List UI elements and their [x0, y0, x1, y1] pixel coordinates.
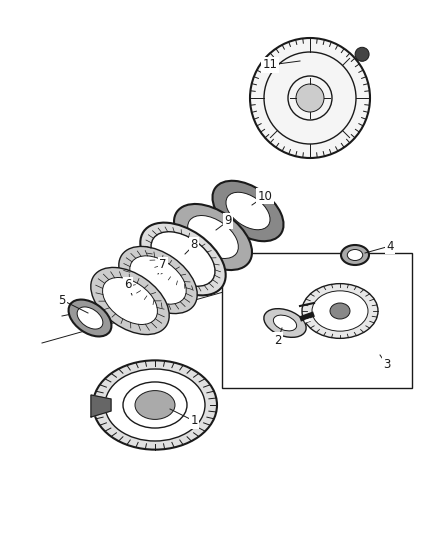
Ellipse shape	[77, 307, 103, 329]
Ellipse shape	[91, 268, 169, 335]
Text: 10: 10	[258, 190, 272, 203]
Text: 7: 7	[159, 259, 167, 271]
Circle shape	[250, 38, 370, 158]
Ellipse shape	[102, 278, 157, 325]
Text: 8: 8	[191, 238, 198, 252]
Ellipse shape	[273, 315, 297, 331]
Ellipse shape	[151, 232, 215, 286]
Text: 6: 6	[124, 279, 132, 292]
Ellipse shape	[135, 391, 175, 419]
Ellipse shape	[105, 369, 205, 441]
Ellipse shape	[302, 284, 378, 338]
Ellipse shape	[140, 223, 226, 295]
Text: 4: 4	[386, 239, 394, 253]
Ellipse shape	[93, 360, 217, 450]
Ellipse shape	[68, 300, 111, 336]
Ellipse shape	[187, 215, 238, 259]
Ellipse shape	[341, 245, 369, 265]
Ellipse shape	[347, 249, 363, 261]
Ellipse shape	[330, 303, 350, 319]
Ellipse shape	[130, 256, 186, 304]
Text: 3: 3	[383, 359, 391, 372]
Text: 1: 1	[190, 415, 198, 427]
Polygon shape	[91, 395, 111, 417]
Text: 11: 11	[262, 59, 278, 71]
Circle shape	[296, 84, 324, 112]
Ellipse shape	[212, 181, 283, 241]
Ellipse shape	[312, 291, 368, 331]
Text: 5: 5	[58, 294, 66, 306]
Ellipse shape	[174, 204, 252, 270]
Text: 9: 9	[224, 214, 232, 228]
Bar	[222, 253, 412, 388]
Circle shape	[355, 47, 369, 61]
Ellipse shape	[226, 192, 270, 230]
Ellipse shape	[119, 246, 197, 313]
Text: 2: 2	[274, 334, 282, 346]
Ellipse shape	[264, 309, 306, 337]
